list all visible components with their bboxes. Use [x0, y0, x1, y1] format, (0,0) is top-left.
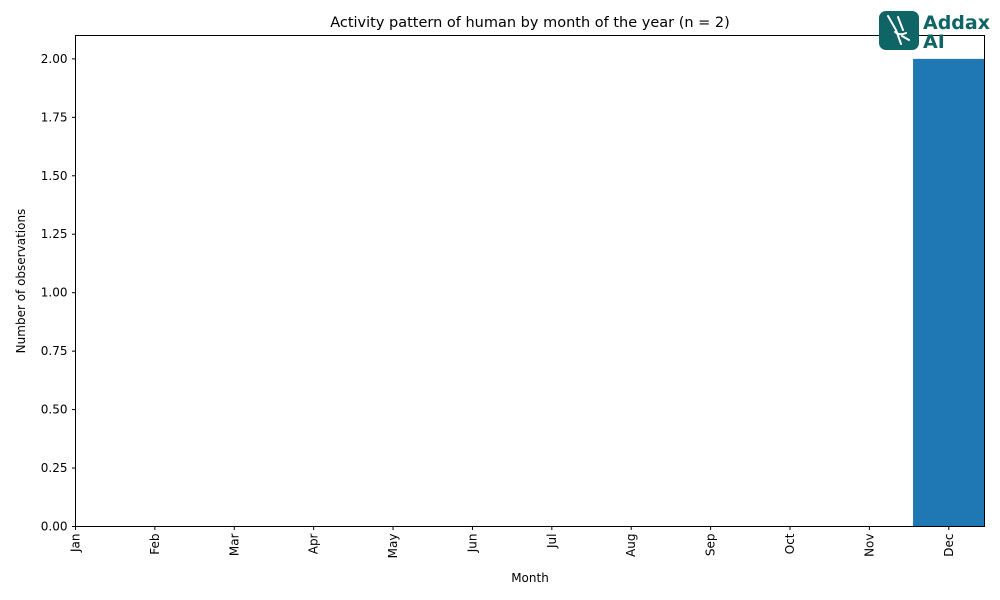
y-tick-label: 0.75: [41, 344, 68, 358]
x-tick-label: Aug: [624, 534, 638, 557]
y-tick-label: 1.00: [41, 286, 68, 300]
y-tick-label: 1.50: [41, 169, 68, 183]
bar-dec: [913, 58, 985, 527]
y-tick-label: 0.25: [41, 461, 68, 475]
x-tick-label: Nov: [862, 534, 876, 557]
y-tick-label: 2.00: [41, 52, 68, 66]
x-tick-label: Dec: [942, 534, 956, 557]
x-tick-label: Sep: [704, 534, 718, 557]
addax-ai-logo: Addax AI: [879, 11, 990, 53]
chart-title: Activity pattern of human by month of th…: [330, 15, 730, 31]
y-tick-label: 0.00: [41, 520, 68, 534]
bars-group: [913, 58, 985, 527]
x-tick-label: Feb: [148, 534, 162, 555]
x-tick-label: Apr: [307, 533, 321, 554]
y-tick-label: 0.50: [41, 403, 68, 417]
x-axis-ticks: Jan Feb Mar Apr May Jun Jul Aug Sep Oct Nov Dec: [69, 526, 956, 559]
logo-text-line2: AI: [923, 31, 945, 53]
y-axis-label: Number of observations: [14, 209, 28, 354]
x-axis-label: Month: [511, 571, 549, 585]
x-tick-label: Jul: [545, 534, 559, 549]
y-axis-ticks: 0.00 0.25 0.50 0.75 1.00 1.25 1.50 1.75 2.00: [41, 52, 76, 534]
x-tick-label: Jan: [69, 534, 83, 554]
x-tick-label: Jun: [465, 534, 479, 554]
plot-frame: [75, 35, 985, 527]
x-tick-label: May: [386, 534, 400, 559]
x-tick-label: Oct: [783, 533, 797, 554]
logo-text-line1: Addax: [923, 12, 990, 34]
y-tick-label: 1.75: [41, 110, 68, 124]
y-tick-label: 1.25: [41, 227, 68, 241]
x-tick-label: Mar: [227, 533, 241, 556]
